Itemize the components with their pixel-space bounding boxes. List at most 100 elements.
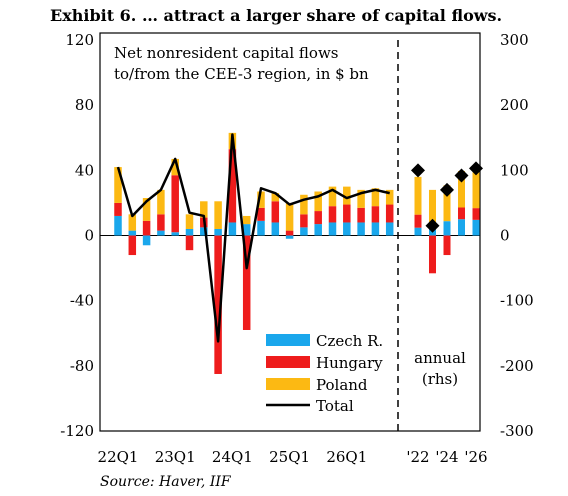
quarterly-bar-poland: [114, 167, 122, 203]
y-left-tick-label: 120: [65, 31, 94, 49]
annual-bar-poland: [458, 170, 465, 208]
quarterly-bar-poland: [343, 186, 351, 205]
source-note: Source: Haver, IIF: [100, 474, 231, 490]
quarterly-bar-poland: [200, 201, 208, 218]
quarterly-bar-poland: [128, 214, 137, 231]
quarterly-bar-hungary: [271, 201, 280, 223]
quarterly-bar-poland: [142, 198, 151, 221]
y-right-tick-label: 100: [500, 161, 529, 179]
quarterly-bar-poland: [371, 188, 380, 207]
legend-swatch-poland: [266, 378, 310, 390]
legend-swatch-hungary: [266, 356, 310, 368]
quarterly-bar-czech: [271, 222, 280, 236]
quarterly-bar-czech: [171, 232, 179, 236]
quarterly-bar-hungary: [157, 214, 165, 231]
annual-bar-hungary: [429, 235, 436, 274]
annual-total-marker: [411, 163, 425, 178]
legend-swatch-czech: [266, 334, 310, 346]
quarterly-bar-czech: [300, 227, 308, 236]
y-right-tick-label: -300: [500, 422, 534, 440]
annual-x-tick-label: '26: [464, 448, 487, 466]
annual-bar-hungary: [458, 207, 465, 220]
quarterly-bar-poland: [285, 202, 294, 231]
y-left-tick-label: -80: [70, 357, 94, 375]
quarterly-bar-czech: [257, 220, 265, 236]
annual-total-marker: [425, 218, 440, 233]
quarterly-bar-czech: [371, 222, 380, 236]
annual-x-tick-label: '22: [406, 448, 429, 466]
x-tick-label: 24Q1: [212, 448, 253, 466]
quarterly-bar-hungary: [328, 206, 337, 223]
annotation-line-2: to/from the CEE-3 region, in $ bn: [114, 65, 369, 83]
quarterly-bar-hungary: [214, 235, 222, 374]
legend-label-poland: Poland: [316, 376, 368, 394]
annual-total-marker: [454, 168, 469, 183]
annual-bar-poland: [472, 172, 480, 209]
quarterly-bar-hungary: [257, 207, 265, 221]
quarterly-bar-hungary: [171, 175, 179, 233]
quarterly-bar-czech: [385, 222, 394, 236]
legend-label-hungary: Hungary: [316, 354, 383, 372]
x-tick-label: 23Q1: [155, 448, 196, 466]
quarterly-bar-poland: [214, 201, 222, 229]
quarterly-bar-poland: [300, 194, 308, 215]
quarterly-bar-hungary: [357, 207, 365, 223]
quarterly-bar-czech: [142, 235, 151, 246]
annual-label-line-2: (rhs): [422, 370, 458, 388]
y-left-tick-label: 40: [75, 161, 94, 179]
quarterly-bar-hungary: [242, 235, 251, 330]
quarterly-bar-hungary: [142, 220, 151, 236]
x-tick-label: 26Q1: [326, 448, 367, 466]
quarterly-bar-hungary: [314, 211, 322, 225]
quarterly-bar-poland: [257, 191, 265, 208]
quarterly-bar-poland: [185, 214, 194, 229]
annual-bar-hungary: [443, 235, 451, 256]
quarterly-bar-poland: [385, 189, 394, 205]
quarterly-bar-hungary: [185, 235, 194, 251]
y-left-tick-label: 80: [75, 96, 94, 114]
axis-labels-group: 120 80 40 0 -40 -80 -120 300 200 100 0 -100 -200 -300…: [60, 31, 533, 466]
y-left-tick-label: -40: [70, 292, 94, 310]
legend-label-total: Total: [316, 397, 354, 415]
quarterly-bar-hungary: [300, 214, 308, 228]
quarterly-bar-czech: [343, 222, 351, 236]
quarterly-bar-poland: [242, 215, 251, 225]
annual-bar-czech: [458, 219, 465, 236]
y-right-tick-label: 0: [500, 227, 510, 245]
quarterly-bar-poland: [328, 186, 337, 207]
annual-bar-poland: [429, 189, 436, 223]
plot-frame: [99, 32, 481, 432]
quarterly-bar-hungary: [114, 202, 122, 216]
quarterly-bar-hungary: [343, 204, 351, 223]
x-tick-label: 22Q1: [98, 448, 139, 466]
quarterly-bar-czech: [314, 224, 322, 236]
quarterly-bar-czech: [228, 222, 237, 236]
y-left-tick-label: 0: [84, 227, 94, 245]
quarterly-bar-hungary: [385, 204, 394, 223]
x-tick-label: 25Q1: [269, 448, 310, 466]
annual-bar-czech: [414, 227, 422, 236]
quarterly-bar-czech: [242, 224, 251, 236]
legend: Czech R. Hungary Poland Total: [266, 332, 383, 415]
quarterly-bar-czech: [157, 230, 165, 236]
quarterly-bar-czech: [200, 227, 208, 236]
y-right-tick-label: -200: [500, 357, 534, 375]
y-right-tick-label: 200: [500, 96, 529, 114]
annotation-line-1: Net nonresident capital flows: [114, 44, 338, 62]
quarterly-bar-czech: [128, 230, 137, 236]
y-right-tick-label: -100: [500, 292, 534, 310]
annual-total-marker: [440, 182, 454, 197]
annual-x-tick-label: '24: [435, 448, 458, 466]
annual-bar-poland: [414, 176, 422, 215]
quarterly-bar-czech: [214, 228, 222, 236]
annual-bar-hungary: [414, 214, 422, 228]
annual-bar-czech: [472, 219, 480, 236]
annual-bar-hungary: [472, 208, 480, 220]
quarterly-bar-poland: [171, 158, 179, 176]
quarterly-bar-poland: [314, 191, 322, 212]
quarterly-total-line: [116, 133, 390, 343]
quarterly-bar-czech: [185, 228, 194, 236]
y-left-tick-label: -120: [60, 422, 94, 440]
quarterly-bar-hungary: [228, 149, 237, 223]
annual-bar-czech: [443, 221, 451, 236]
